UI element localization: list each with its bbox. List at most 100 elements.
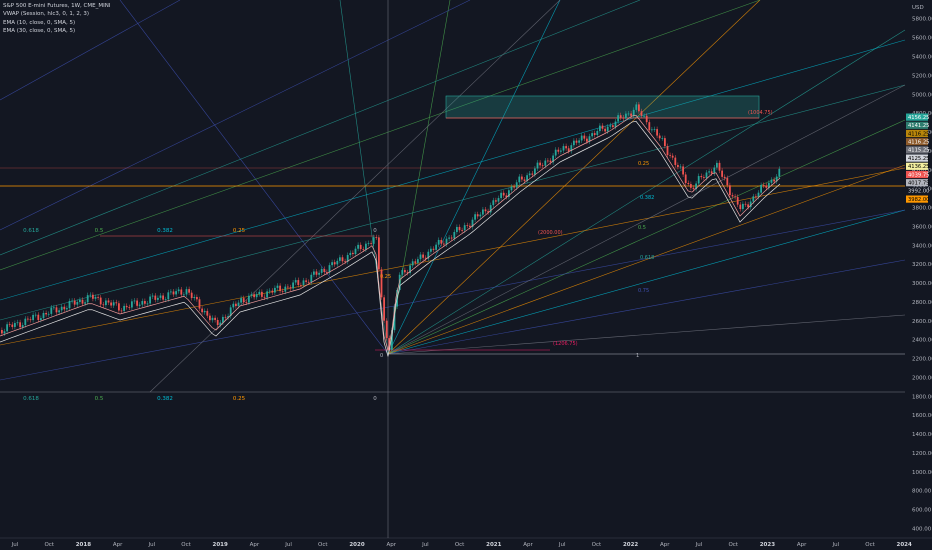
candle-body xyxy=(216,319,219,326)
candle-body xyxy=(27,318,29,320)
time-tick: Apr xyxy=(797,542,807,548)
candle-body xyxy=(471,219,474,227)
fib-label: 0.25 xyxy=(233,396,246,402)
gann-line xyxy=(0,0,181,101)
candle-body xyxy=(196,297,198,300)
candle-body xyxy=(661,138,664,139)
price-tick: 2800.00 xyxy=(912,300,932,306)
candle-body xyxy=(664,138,666,147)
fib-label: 0 xyxy=(373,228,377,234)
candle-body xyxy=(40,318,42,321)
candle-body xyxy=(749,201,752,208)
candle-body xyxy=(573,140,575,146)
candle-body xyxy=(219,322,222,326)
chart-legend: S&P 500 E-mini Futures, 1W, CME_MINI VWA… xyxy=(3,2,110,36)
fib-label: 0.5 xyxy=(95,396,104,402)
fan-label: 0.25 xyxy=(638,161,649,167)
candle-body xyxy=(133,300,136,302)
candle-body xyxy=(734,196,736,198)
candle-body xyxy=(752,196,755,202)
candle-body xyxy=(362,249,365,250)
candle-body xyxy=(245,302,248,303)
candle-body xyxy=(622,117,625,119)
candle-body xyxy=(614,121,617,128)
price-tick: 1800.00 xyxy=(912,394,932,400)
candle-body xyxy=(742,203,744,210)
indicator-vwap[interactable]: VWAP (Session, hlc3, 0, 1, 2, 3) xyxy=(3,11,90,18)
candle-body xyxy=(92,294,94,299)
candle-body xyxy=(703,177,705,178)
symbol-title[interactable]: S&P 500 E-mini Futures, 1W, CME_MINI xyxy=(3,3,111,9)
price-tag-text: 4039.75 xyxy=(908,172,929,178)
candle-body xyxy=(53,307,55,309)
fan-line xyxy=(387,0,561,355)
price-tag xyxy=(906,113,928,121)
candle-body xyxy=(583,135,586,139)
price-tick: 3200.00 xyxy=(912,262,932,268)
candle-body xyxy=(458,226,461,231)
fan-line xyxy=(387,209,906,355)
chart-annotation: (2000.00) xyxy=(538,230,563,236)
gann-line xyxy=(0,84,906,321)
price-tag-text: 4136.25 xyxy=(908,164,929,170)
price-tick: 4200.00 xyxy=(912,168,932,174)
candle-body xyxy=(541,165,544,167)
fib-label: 0.5 xyxy=(95,228,104,234)
candle-body xyxy=(430,248,432,252)
candle-body xyxy=(531,173,534,175)
price-tag xyxy=(906,138,928,146)
candle-body xyxy=(144,301,146,304)
price-tick: 1200.00 xyxy=(912,451,932,457)
time-tick: Jul xyxy=(421,542,429,548)
candle-body xyxy=(718,162,721,171)
candle-body xyxy=(612,125,614,128)
price-tick: 2000.00 xyxy=(912,375,932,381)
candle-body xyxy=(328,265,331,273)
candle-body xyxy=(606,126,609,132)
candle-body xyxy=(271,290,274,293)
candle-body xyxy=(726,178,729,186)
candle-body xyxy=(47,313,50,315)
candle-body xyxy=(320,268,323,273)
candle-body xyxy=(336,260,339,265)
candle-body xyxy=(554,149,557,156)
candle-body xyxy=(409,265,411,273)
candle-body xyxy=(523,179,526,181)
candle-body xyxy=(60,306,63,311)
candle-body xyxy=(736,197,739,205)
candle-body xyxy=(261,291,263,297)
time-tick: Oct xyxy=(865,542,875,548)
candle-body xyxy=(227,316,229,318)
indicator-ema-10[interactable]: EMA (10, close, 0, SMA, 5) xyxy=(3,19,76,26)
candle-body xyxy=(648,122,651,131)
candle-body xyxy=(619,115,622,118)
candle-body xyxy=(107,300,110,303)
candle-body xyxy=(315,271,318,275)
candle-body xyxy=(310,274,313,283)
candle-body xyxy=(359,244,362,250)
candle-body xyxy=(450,237,453,239)
price-tag-text: 4125.25 xyxy=(908,156,929,162)
gann-line xyxy=(387,164,906,355)
price-tick: 1600.00 xyxy=(912,413,932,419)
candle-body xyxy=(253,294,255,298)
chart-annotation: 0.25 xyxy=(380,274,391,280)
candle-body xyxy=(341,257,344,262)
candle-body xyxy=(354,248,357,255)
indicator-ema-30[interactable]: EMA (30, close, 0, SMA, 5) xyxy=(3,28,76,35)
candle-body xyxy=(240,298,242,303)
candle-body xyxy=(536,162,539,169)
candle-body xyxy=(757,192,760,197)
candle-body xyxy=(89,294,92,296)
candle-body xyxy=(466,225,469,226)
candle-body xyxy=(630,113,632,116)
candle-body xyxy=(118,303,120,311)
candle-body xyxy=(391,330,393,350)
candle-body xyxy=(463,225,466,231)
gann-line xyxy=(387,84,906,355)
candle-body xyxy=(198,299,201,309)
price-tag xyxy=(906,170,928,179)
candle-body xyxy=(528,173,531,176)
